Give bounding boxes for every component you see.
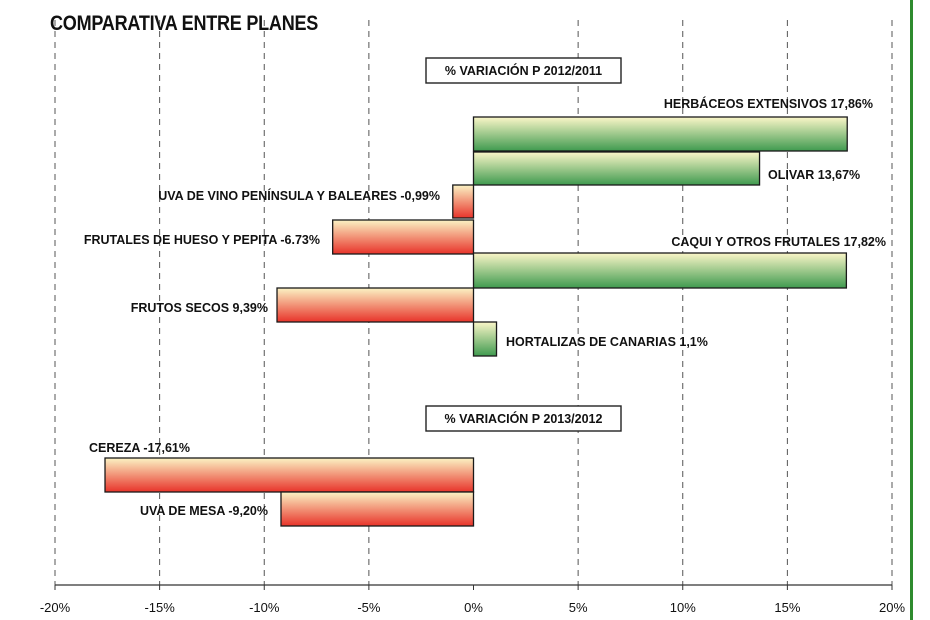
bar-label: CAQUI Y OTROS FRUTALES 17,82% (671, 235, 886, 249)
bar (276, 287, 475, 323)
bar (472, 252, 848, 289)
x-tick-label: 15% (774, 600, 800, 615)
bar (472, 151, 761, 186)
accent-border (910, 0, 913, 620)
bar-label: CEREZA -17,61% (89, 441, 190, 455)
bar (280, 491, 475, 527)
bars (104, 116, 848, 527)
section-label: % VARIACIÓN P 2012/2011 (445, 63, 602, 78)
bar-labels: HERBÁCEOS EXTENSIVOS 17,86% OLIVAR 13,67%… (84, 96, 886, 518)
bar-label: HERBÁCEOS EXTENSIVOS 17,86% (664, 96, 873, 111)
x-tick-label: -5% (357, 600, 381, 615)
bar (332, 219, 475, 255)
bar (104, 457, 475, 493)
bar (472, 321, 498, 357)
x-tick-label: 5% (569, 600, 588, 615)
section-box (425, 405, 622, 432)
x-tick-label: -10% (249, 600, 280, 615)
x-tick-label: -15% (144, 600, 175, 615)
bar (472, 116, 848, 152)
bar-label: HORTALIZAS DE CANARIAS 1,1% (506, 335, 708, 349)
section-boxes: % VARIACIÓN P 2012/2011 % VARIACIÓN P 201… (425, 57, 622, 432)
x-tick-label: 0% (464, 600, 483, 615)
x-tick-label: -20% (40, 600, 71, 615)
x-tick-label: 10% (670, 600, 696, 615)
bar-label: OLIVAR 13,67% (768, 168, 860, 182)
bar-label: UVA DE VINO PENÍNSULA Y BALEARES -0,99% (158, 188, 440, 203)
bar-label: FRUTALES DE HUESO Y PEPITA -6.73% (84, 233, 320, 247)
section-box (425, 57, 622, 84)
bar (452, 184, 475, 219)
x-tick-label: 20% (879, 600, 905, 615)
bar-label: FRUTOS SECOS 9,39% (131, 301, 268, 315)
bar-label: UVA DE MESA -9,20% (140, 504, 268, 518)
x-axis-ticks: -20% -15% -10% -5% 0% 5% 10% 15% 20% (40, 584, 905, 615)
chart-title: COMPARATIVA ENTRE PLANES (50, 12, 319, 35)
section-label: % VARIACIÓN P 2013/2012 (445, 411, 603, 426)
